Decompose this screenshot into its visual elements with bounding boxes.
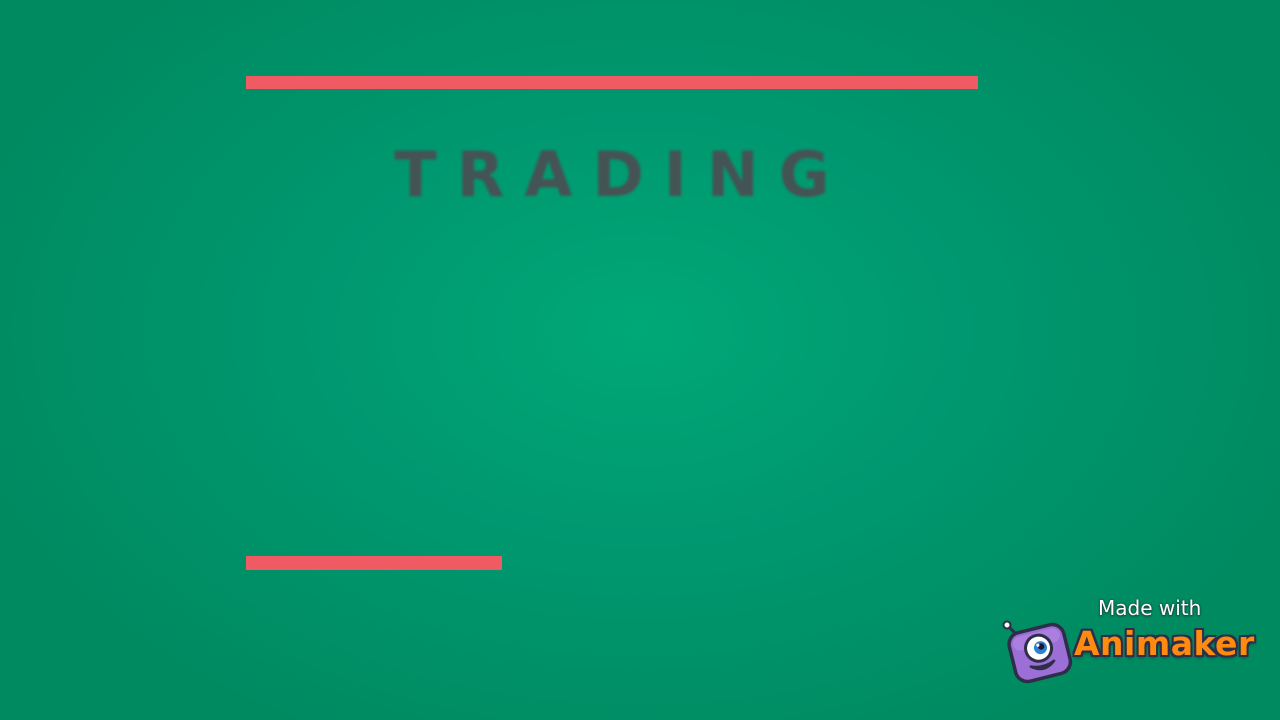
- animaker-mascot-icon: [1002, 620, 1073, 684]
- animaker-watermark: Made with Animaker: [1000, 594, 1254, 690]
- bottom-accent-bar: [246, 556, 502, 570]
- title-text: TRADING: [394, 138, 850, 211]
- made-with-label: Made with: [1098, 596, 1202, 620]
- animaker-brand-label: Animaker: [1074, 624, 1255, 663]
- top-accent-bar: [246, 76, 978, 89]
